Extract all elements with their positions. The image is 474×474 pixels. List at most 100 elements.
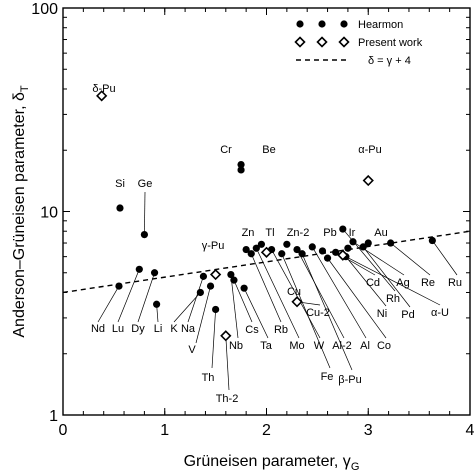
leader-line — [327, 257, 387, 339]
legend-present-work-marker — [338, 36, 350, 48]
y-axis-label: Anderson–Grüneisen parameter, δT — [11, 85, 31, 338]
hearmon-point — [323, 254, 332, 262]
x-tick-label: 4 — [466, 422, 474, 439]
point-label: Au — [374, 227, 387, 239]
present-work-point — [291, 296, 303, 308]
legend-hearmon-marker — [296, 20, 304, 28]
leader-line — [296, 249, 345, 339]
point-label: β-Pu — [338, 374, 361, 386]
hearmon-point — [349, 238, 357, 246]
hearmon-point — [332, 248, 340, 256]
hearmon-point — [339, 225, 347, 233]
leader-line — [301, 253, 353, 371]
point-label: δ-Pu — [92, 83, 115, 95]
leader-line — [362, 246, 411, 308]
point-label: α-Pu — [358, 144, 381, 156]
y-tick-label: 1 — [49, 408, 58, 425]
leader-line — [97, 285, 120, 323]
leader-line — [243, 288, 269, 339]
hearmon-point — [344, 244, 352, 252]
hearmon-point — [318, 247, 327, 255]
hearmon-point — [115, 282, 123, 290]
x-tick-label: 1 — [160, 422, 169, 439]
x-tick-label: 0 — [59, 422, 68, 439]
point-label: Zn-2 — [287, 227, 310, 239]
hearmon-point — [283, 240, 291, 248]
legend-present-work-label: Present work — [358, 37, 423, 49]
hearmon-point — [196, 288, 204, 297]
leader-line — [230, 274, 239, 339]
hearmon-point — [199, 272, 208, 280]
point-label: Na — [181, 323, 196, 335]
x-axis-label-subscript: G — [351, 461, 360, 473]
point-label: Ag — [396, 277, 409, 289]
point-label: Cs — [245, 324, 259, 336]
point-label: K — [170, 323, 178, 335]
point-label: Th — [202, 372, 215, 384]
point-label: Tl — [265, 227, 274, 239]
point-label: W — [314, 340, 325, 352]
point-label: Si — [115, 178, 125, 190]
leader-line — [432, 240, 458, 276]
point-label: Pd — [401, 309, 414, 321]
point-label: Nd — [91, 323, 105, 335]
hearmon-point — [428, 236, 436, 245]
leader-line — [117, 269, 140, 323]
leader-line — [187, 276, 204, 323]
point-label: Fe — [321, 371, 334, 383]
x-tick-label: 2 — [262, 422, 271, 439]
hearmon-point — [252, 244, 260, 252]
point-label: Ru — [448, 277, 462, 289]
hearmon-point — [116, 204, 124, 212]
point-label: Lu — [112, 323, 124, 335]
leader-line — [250, 253, 282, 323]
legend-reference-label: δ = γ + 4 — [368, 55, 411, 67]
leader-line — [311, 246, 367, 339]
hearmon-point — [230, 276, 238, 284]
point-label: Rh — [386, 293, 400, 305]
point-label: Rb — [274, 324, 288, 336]
hearmon-point — [237, 161, 245, 169]
point-label: Ge — [138, 178, 153, 190]
legend-hearmon-marker — [318, 20, 326, 28]
point-label: α-U — [431, 307, 449, 319]
point-label: Li — [154, 323, 163, 335]
reference-line — [62, 230, 471, 294]
point-label: Zn — [242, 227, 255, 239]
hearmon-point — [293, 245, 301, 254]
legend-hearmon-label: Hearmon — [358, 19, 403, 31]
point-label: V — [188, 344, 196, 356]
hearmon-point — [206, 282, 215, 290]
y-axis-label-subscript: T — [19, 85, 31, 92]
point-label: Pb — [323, 227, 336, 239]
point-label: Cr — [220, 144, 232, 156]
hearmon-point — [135, 265, 143, 273]
point-label: γ-Pu — [202, 240, 225, 252]
legend-hearmon-marker — [340, 20, 348, 28]
point-label: Al — [360, 340, 370, 352]
point-label: Ta — [260, 340, 273, 352]
y-tick-label: 10 — [40, 205, 58, 222]
leader-line — [195, 286, 211, 344]
leader-line — [225, 335, 230, 391]
present-work-point — [220, 330, 232, 342]
legend-present-work-marker — [316, 36, 328, 48]
present-work-point — [209, 268, 222, 281]
leader-line — [345, 256, 387, 307]
hearmon-point — [387, 239, 395, 247]
leader-line — [345, 256, 441, 306]
y-tick-label: 100 — [31, 1, 58, 18]
present-work-point — [260, 246, 273, 258]
point-label: Re — [421, 277, 435, 289]
point-label: Ir — [349, 227, 356, 239]
hearmon-point — [227, 270, 235, 279]
leader-line — [271, 249, 321, 339]
hearmon-point — [153, 300, 161, 308]
leader-line — [256, 248, 300, 339]
x-tick-label: 3 — [364, 422, 373, 439]
hearmon-point — [308, 243, 316, 251]
hearmon-point — [237, 166, 245, 174]
hearmon-point — [364, 239, 372, 247]
